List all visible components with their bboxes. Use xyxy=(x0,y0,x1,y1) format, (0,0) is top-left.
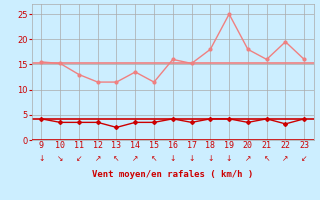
Text: ↖: ↖ xyxy=(263,154,270,163)
Text: ↓: ↓ xyxy=(226,154,232,163)
Text: ↗: ↗ xyxy=(132,154,139,163)
Text: ↓: ↓ xyxy=(188,154,195,163)
Text: ↓: ↓ xyxy=(207,154,213,163)
Text: ↓: ↓ xyxy=(170,154,176,163)
Text: ↗: ↗ xyxy=(94,154,101,163)
Text: ↙: ↙ xyxy=(301,154,308,163)
Text: ↓: ↓ xyxy=(38,154,44,163)
Text: ↗: ↗ xyxy=(282,154,289,163)
Text: ↗: ↗ xyxy=(245,154,251,163)
Text: ↘: ↘ xyxy=(57,154,63,163)
Text: ↙: ↙ xyxy=(76,154,82,163)
Text: ↖: ↖ xyxy=(113,154,120,163)
Text: ↖: ↖ xyxy=(151,154,157,163)
X-axis label: Vent moyen/en rafales ( km/h ): Vent moyen/en rafales ( km/h ) xyxy=(92,170,253,179)
